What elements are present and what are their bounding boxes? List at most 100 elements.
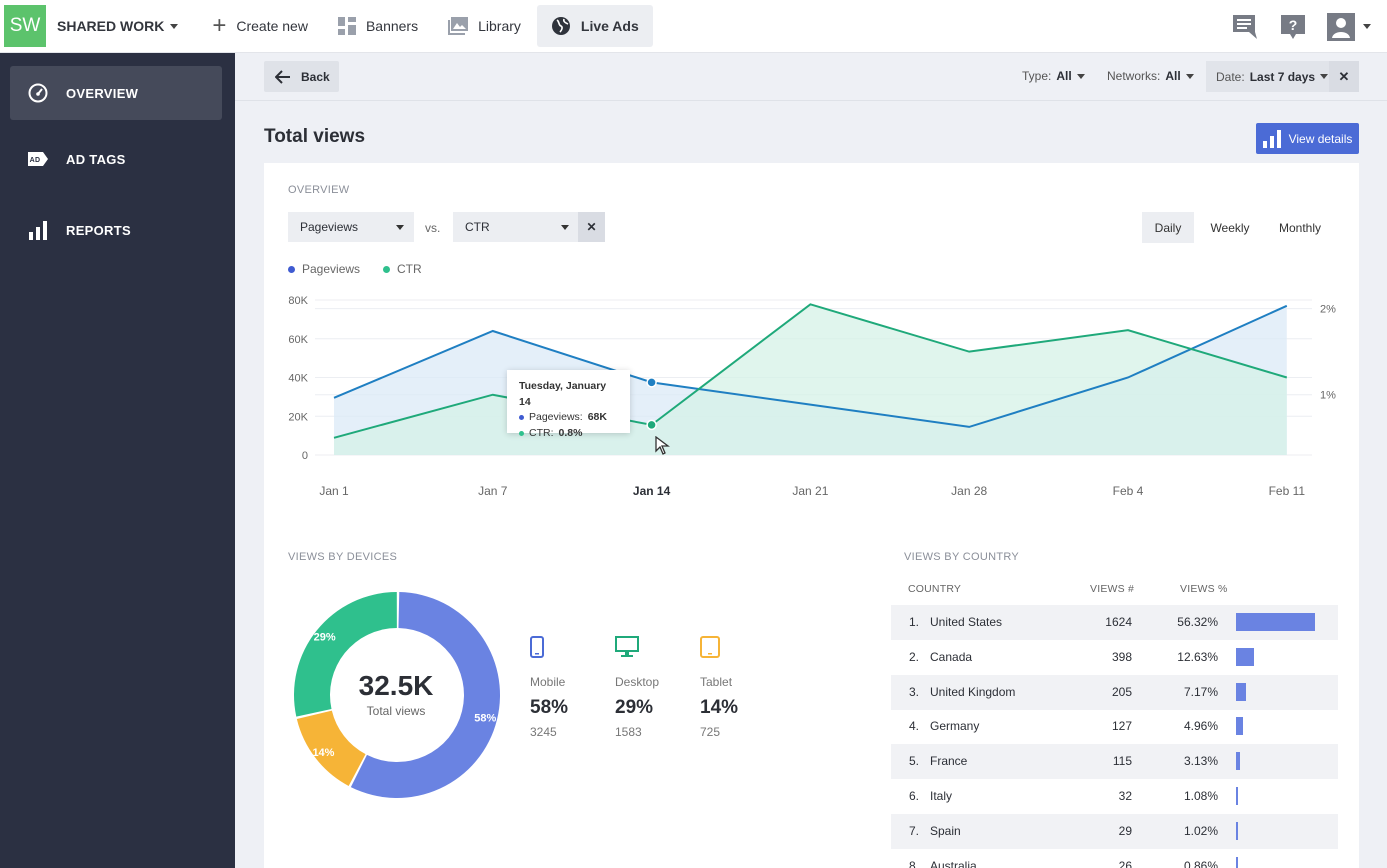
period-daily[interactable]: Daily (1142, 212, 1194, 243)
donut-slice-tablet[interactable] (296, 710, 366, 786)
device-percent: 58% (530, 697, 569, 718)
table-row[interactable]: 7. Spain 29 1.02% (891, 813, 1338, 849)
workspace-badge[interactable]: SW (4, 5, 46, 47)
table-row[interactable]: 3. United Kingdom 205 7.17% (891, 674, 1338, 710)
nav-label: Library (478, 18, 521, 34)
chevron-down-icon (396, 225, 404, 230)
clear-metric-b-button[interactable]: ✕ (578, 212, 605, 242)
user-icon (1327, 12, 1355, 41)
country-rank: 3. (909, 684, 920, 699)
metric-b-select[interactable]: CTR (453, 212, 579, 242)
nav-create-new[interactable]: + Create new (198, 5, 322, 47)
devices-donut-chart[interactable]: 58% 14% 29% (292, 590, 502, 800)
date-filter-label: Date: (1216, 69, 1245, 84)
donut-center: 32.5K Total views (336, 670, 456, 718)
col-header-views[interactable]: VIEWS # (1090, 583, 1134, 595)
country-rank: 4. (909, 719, 920, 734)
donut-slice-mobile[interactable] (350, 592, 501, 798)
country-views-pct: 12.63% (1177, 649, 1218, 664)
main-nav: + Create new Banners Library Live Ads (198, 5, 653, 47)
ad-tag-icon: AD (28, 152, 48, 166)
country-section-label: VIEWS BY COUNTRY (904, 551, 1020, 563)
plus-icon: + (212, 12, 227, 39)
device-label: Desktop (615, 675, 660, 689)
table-row[interactable]: 6. Italy 32 1.08% (891, 779, 1338, 814)
device-tablet: Tablet 14% 725 (700, 636, 780, 739)
overview-section-label: OVERVIEW (288, 184, 350, 196)
col-header-views-pct[interactable]: VIEWS % (1180, 583, 1228, 595)
nav-banners[interactable]: Banners (324, 5, 432, 47)
metric-b-value: CTR (465, 220, 490, 234)
legend-swatch (288, 265, 295, 273)
sidebar-item-reports[interactable]: REPORTS (10, 203, 222, 257)
chevron-down-icon (170, 23, 179, 29)
metric-a-value: Pageviews (300, 220, 359, 234)
country-rank: 2. (909, 649, 920, 664)
tooltip-swatch (519, 415, 524, 421)
svg-text:?: ? (1289, 17, 1298, 33)
x-tick: Feb 11 (1269, 484, 1306, 498)
image-icon (448, 17, 469, 35)
point-marker-pageviews[interactable] (646, 377, 657, 388)
col-header-country[interactable]: COUNTRY (908, 583, 962, 595)
legend-label: Pageviews (302, 262, 361, 276)
total-views-label: Total views (366, 704, 426, 718)
chart-tooltip: Tuesday, January 14 Pageviews: 68K CTR: … (507, 370, 630, 439)
back-button[interactable]: Back (264, 61, 339, 92)
view-details-button[interactable]: View details (1256, 123, 1359, 154)
networks-filter-value: All (1165, 69, 1181, 83)
table-row[interactable]: 5. France 115 3.13% (891, 744, 1338, 780)
donut-slice-label: 14% (312, 747, 334, 759)
user-menu[interactable] (1327, 12, 1371, 41)
bar-chart-icon (1262, 129, 1281, 148)
chevron-down-icon (561, 225, 569, 230)
mobile-icon (530, 636, 544, 658)
y-tick-left: 20K (288, 411, 308, 423)
nav-library[interactable]: Library (434, 5, 535, 47)
legend-ctr[interactable]: CTR (383, 262, 422, 276)
clear-date-filter-button[interactable]: ✕ (1329, 61, 1359, 92)
period-monthly[interactable]: Monthly (1278, 220, 1322, 235)
type-filter[interactable]: Type: All (1022, 69, 1085, 83)
view-details-label: View details (1288, 131, 1353, 146)
table-row[interactable]: 2. Canada 398 12.63% (891, 640, 1338, 675)
chevron-down-icon (1076, 73, 1085, 79)
help-icon[interactable]: ? (1281, 14, 1305, 39)
sidebar-item-ad-tags[interactable]: AD AD TAGS (10, 132, 222, 186)
series-line-ctr (333, 303, 1288, 439)
table-row[interactable]: 8. Australia 26 0.86% (891, 849, 1338, 868)
legend-pageviews[interactable]: Pageviews (288, 262, 360, 276)
legend-label: CTR (397, 262, 422, 276)
device-desktop: Desktop 29% 1583 (615, 636, 695, 739)
workspace-switcher[interactable]: SHARED WORK (57, 18, 179, 34)
country-rank: 1. (909, 615, 920, 629)
country-rank: 7. (909, 823, 920, 838)
device-label: Mobile (530, 675, 566, 689)
country-name: Germany (930, 719, 980, 734)
series-line-pageviews (333, 304, 1288, 428)
donut-slice-desktop[interactable] (294, 592, 397, 717)
country-views: 127 (1111, 719, 1132, 734)
country-views-pct: 3.13% (1183, 754, 1218, 769)
devices-section-label: VIEWS BY DEVICES (288, 551, 398, 563)
device-percent: 14% (700, 697, 739, 718)
country-share-bar (1236, 613, 1315, 631)
device-percent: 29% (615, 697, 654, 718)
point-marker-ctr[interactable] (646, 419, 657, 431)
country-share-bar (1236, 647, 1254, 666)
metric-a-select[interactable]: Pageviews (288, 212, 414, 242)
period-weekly[interactable]: Weekly (1210, 220, 1250, 235)
country-views: 115 (1112, 754, 1132, 769)
views-chart[interactable]: 0 20K 40K 60K 80K 1% 2% Jan 1 Jan 7 Jan 14 Jan 21 J… (0, 0, 1387, 520)
nav-label: Banners (365, 18, 419, 34)
y-tick-right: 1% (1320, 390, 1336, 402)
sidebar-item-overview[interactable]: OVERVIEW (10, 66, 222, 120)
chat-icon[interactable] (1233, 14, 1259, 39)
table-row[interactable]: 1. United States 1624 56.32% (891, 605, 1338, 640)
table-row[interactable]: 4. Germany 127 4.96% (891, 709, 1338, 744)
networks-filter[interactable]: Networks: All (1107, 69, 1194, 83)
sidebar-item-label: AD TAGS (66, 151, 126, 167)
svg-text:AD: AD (30, 157, 41, 164)
nav-live-ads[interactable]: Live Ads (536, 5, 653, 47)
chevron-down-icon (1363, 24, 1371, 29)
